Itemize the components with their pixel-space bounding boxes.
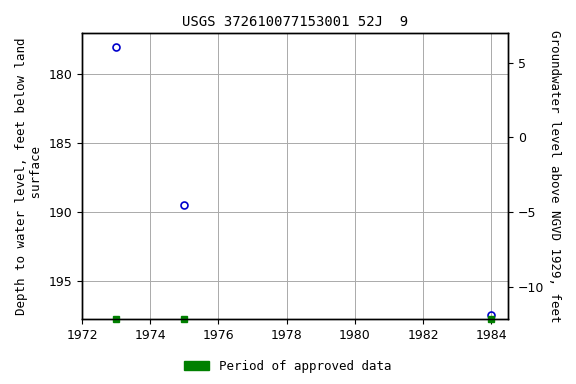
Legend: Period of approved data: Period of approved data — [179, 355, 397, 378]
Y-axis label: Depth to water level, feet below land
 surface: Depth to water level, feet below land su… — [15, 37, 43, 315]
Y-axis label: Groundwater level above NGVD 1929, feet: Groundwater level above NGVD 1929, feet — [548, 30, 561, 323]
Title: USGS 372610077153001 52J  9: USGS 372610077153001 52J 9 — [182, 15, 408, 29]
